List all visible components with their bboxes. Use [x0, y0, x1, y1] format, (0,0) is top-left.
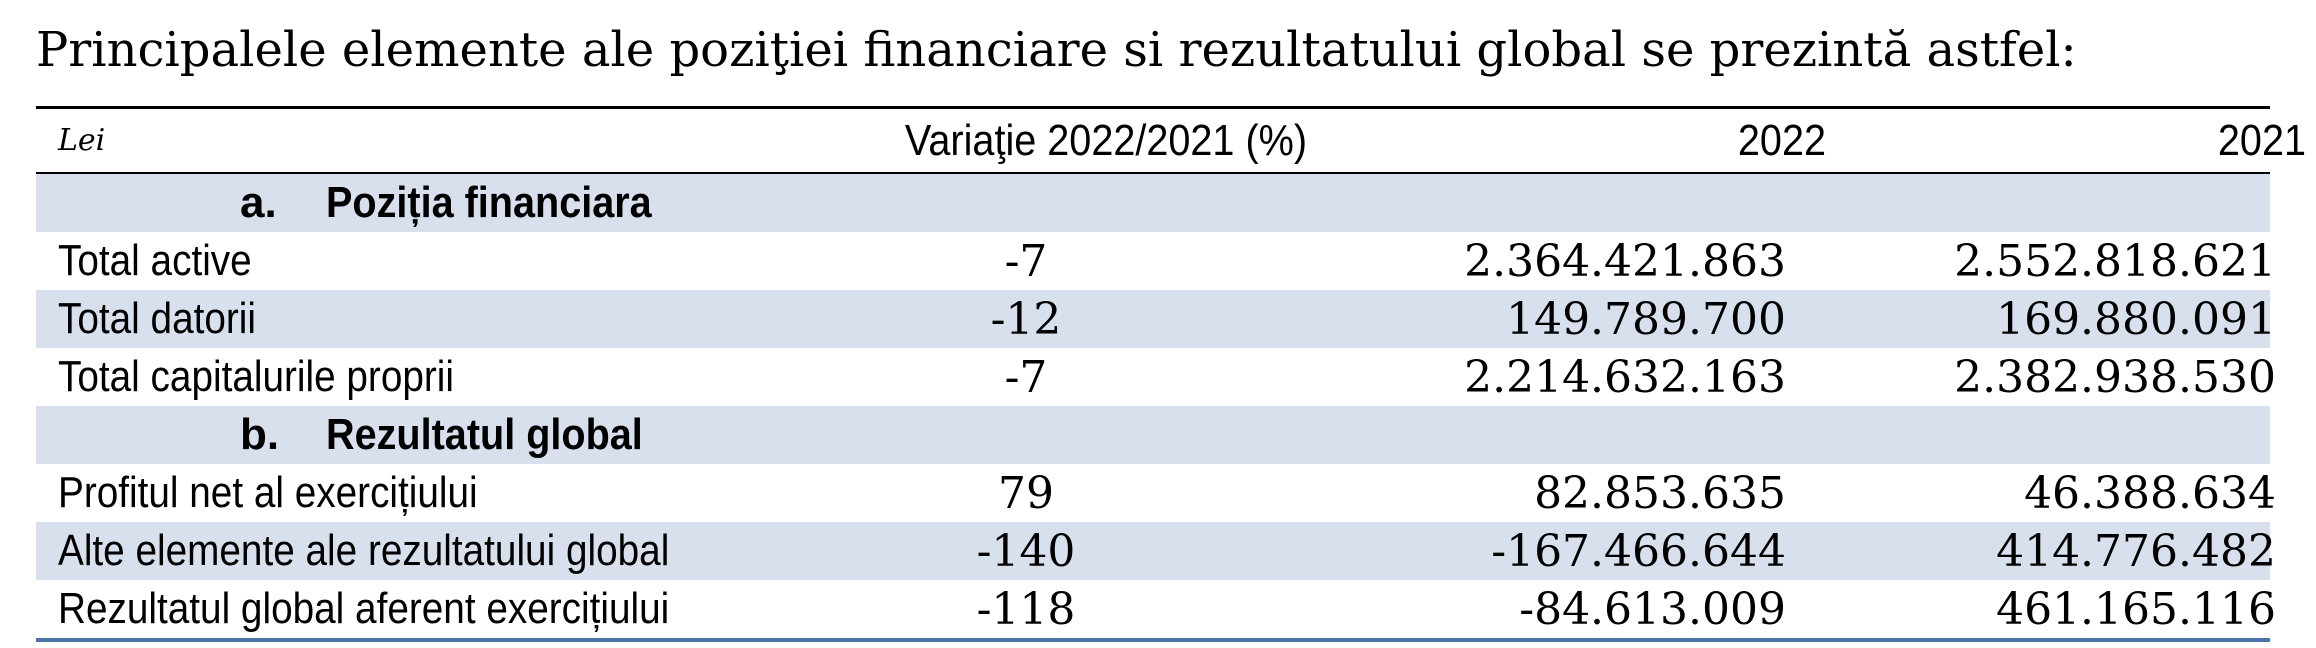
value-2021: 169.880.091	[1996, 293, 2276, 345]
section-header-financial-position: a. Poziția financiara	[36, 174, 2270, 232]
variation-value: -12	[990, 293, 1062, 345]
value-2022: -84.613.009	[1519, 583, 1786, 635]
value-2021: 2.552.818.621	[1954, 235, 2276, 287]
section-title: Rezultatul global	[326, 410, 643, 459]
table-row-total-datorii: Total datorii -12 149.789.700 169.880.09…	[36, 290, 2276, 348]
table-row-total-active: Total active -7 2.364.421.863 2.552.818.…	[36, 232, 2276, 290]
row-label: Total capitalurile proprii	[58, 352, 454, 401]
financial-summary-table: Lei Variaţie 2022/2021 (%) 2022 2021 a. …	[36, 106, 2306, 642]
section-title: Poziția financiara	[326, 178, 652, 227]
variation-value: -118	[976, 583, 1076, 635]
table-row-alte-elemente: Alte elemente ale rezultatului global -1…	[36, 522, 2276, 580]
year-2022-column-header: 2022	[1737, 115, 1826, 165]
unit-label: Lei	[58, 123, 106, 158]
variation-value: -7	[1004, 235, 1048, 287]
table-row-rezultat-global: Rezultatul global aferent exercițiului -…	[36, 580, 2276, 642]
section-letter: a.	[240, 178, 277, 227]
variation-value: 79	[998, 467, 1054, 519]
value-2021: 461.165.116	[1996, 583, 2276, 635]
year-2021-column-header: 2021	[2217, 115, 2306, 165]
table-header-row: Lei Variaţie 2022/2021 (%) 2022 2021	[36, 109, 2306, 174]
row-label: Total active	[58, 236, 252, 285]
section-letter: b.	[240, 410, 280, 459]
section-header-global-result: b. Rezultatul global	[36, 406, 2270, 464]
variation-value: -7	[1004, 351, 1048, 403]
variation-column-header: Variaţie 2022/2021 (%)	[904, 115, 1308, 165]
value-2022: 149.789.700	[1506, 293, 1786, 345]
variation-value: -140	[976, 525, 1076, 577]
row-label: Alte elemente ale rezultatului global	[58, 526, 670, 575]
row-label: Profitul net al exercițiului	[58, 468, 478, 517]
value-2022: 2.214.632.163	[1464, 351, 1786, 403]
row-label: Rezultatul global aferent exercițiului	[58, 584, 670, 633]
value-2022: -167.466.644	[1491, 525, 1786, 577]
page-heading: Principalele elemente ale poziţiei finan…	[36, 22, 2077, 78]
value-2021: 414.776.482	[1996, 525, 2276, 577]
value-2021: 46.388.634	[2024, 467, 2276, 519]
table-row-total-capitaluri: Total capitalurile proprii -7 2.214.632.…	[36, 348, 2276, 406]
table-row-profit-net: Profitul net al exercițiului 79 82.853.6…	[36, 464, 2276, 522]
value-2022: 82.853.635	[1534, 467, 1786, 519]
row-label: Total datorii	[58, 294, 257, 343]
value-2022: 2.364.421.863	[1464, 235, 1786, 287]
value-2021: 2.382.938.530	[1954, 351, 2276, 403]
